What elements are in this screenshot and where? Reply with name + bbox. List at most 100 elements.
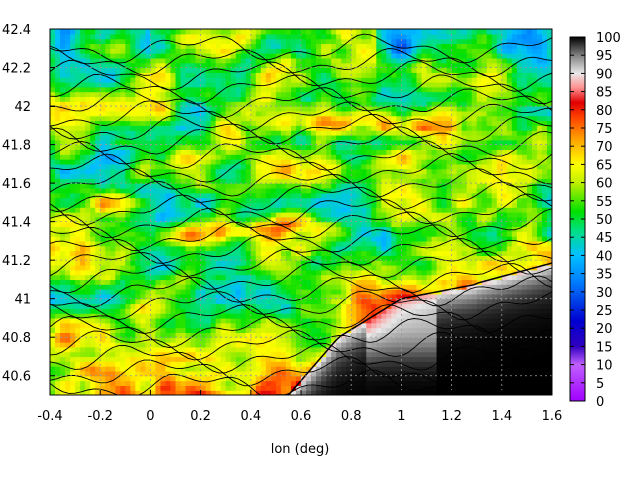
- heat-cell: [265, 289, 272, 295]
- heat-cell: [235, 322, 242, 329]
- heat-cell: [506, 375, 513, 382]
- heat-cell: [275, 380, 282, 386]
- heat-cell: [336, 207, 342, 213]
- heat-cell: [240, 342, 247, 348]
- heat-cell: [165, 240, 172, 247]
- heat-cell: [95, 380, 101, 386]
- heat-cell: [175, 361, 182, 367]
- heat-cell: [436, 236, 443, 242]
- heat-cell: [421, 236, 428, 242]
- heat-cell: [150, 274, 157, 281]
- heat-cell: [446, 178, 453, 184]
- heat-cell: [210, 375, 217, 382]
- heat-cell: [451, 236, 458, 242]
- heat-cell: [115, 313, 121, 319]
- heat-cell: [235, 240, 242, 247]
- heat-cell: [326, 192, 332, 199]
- heat-cell: [50, 212, 56, 218]
- heat-cell: [175, 207, 182, 213]
- heat-cell: [366, 274, 372, 281]
- heat-cell: [471, 236, 478, 242]
- heat-cell: [321, 163, 327, 170]
- heat-cell: [130, 308, 136, 314]
- heat-cell: [60, 313, 66, 319]
- heat-cell: [406, 327, 413, 333]
- heat-cell: [516, 303, 523, 309]
- heat-cell: [456, 274, 463, 281]
- heat-cell: [190, 168, 197, 175]
- heat-cell: [476, 178, 483, 184]
- heat-cell: [270, 231, 277, 237]
- heat-cell: [446, 183, 453, 189]
- heat-cell: [536, 279, 543, 285]
- heat-cell: [90, 168, 96, 175]
- heat-cell: [120, 269, 126, 276]
- heat-cell: [280, 154, 287, 160]
- heat-cell: [165, 212, 172, 218]
- heat-cell: [260, 183, 267, 189]
- heat-cell: [511, 168, 518, 175]
- heat-cell: [376, 385, 382, 391]
- heat-cell: [210, 346, 217, 353]
- heat-cell: [120, 308, 126, 314]
- heat-cell: [361, 216, 367, 223]
- heat-cell: [70, 390, 76, 395]
- heat-cell: [105, 351, 111, 358]
- heat-cell: [541, 212, 548, 218]
- heat-cell: [295, 303, 302, 309]
- heat-cell: [60, 346, 66, 353]
- heat-cell: [90, 322, 96, 329]
- heat-cell: [170, 361, 177, 367]
- heat-cell: [406, 207, 413, 213]
- heat-cell: [456, 279, 463, 285]
- heat-cell: [536, 332, 543, 338]
- heat-cell: [280, 240, 287, 247]
- heat-cell: [456, 366, 463, 372]
- heat-cell: [235, 236, 242, 242]
- heat-cell: [506, 303, 513, 309]
- heat-cell: [165, 269, 172, 276]
- heat-cell: [351, 375, 357, 382]
- heat-cell: [220, 250, 227, 256]
- heat-cell: [451, 226, 458, 232]
- heat-cell: [60, 361, 66, 367]
- heat-cell: [496, 342, 503, 348]
- heat-cell: [506, 245, 513, 252]
- heat-cell: [531, 250, 538, 256]
- heat-cell: [396, 212, 402, 218]
- heat-cell: [60, 264, 66, 271]
- heat-cell: [451, 293, 458, 300]
- heat-cell: [150, 250, 157, 256]
- heat-cell: [536, 313, 543, 319]
- heat-cell: [280, 289, 287, 295]
- heat-cell: [331, 173, 337, 179]
- heat-cell: [331, 245, 337, 252]
- heat-cell: [471, 370, 478, 377]
- heat-cell: [70, 269, 76, 276]
- heat-cell: [431, 250, 438, 256]
- heat-cell: [155, 216, 162, 223]
- heat-cell: [391, 269, 397, 276]
- heat-cell: [235, 366, 242, 372]
- heat-cell: [210, 212, 217, 218]
- heat-cell: [306, 385, 312, 391]
- heat-cell: [85, 298, 91, 305]
- heat-cell: [421, 260, 428, 266]
- heat-cell: [406, 154, 413, 160]
- heat-cell: [301, 289, 307, 295]
- heat-cell: [265, 269, 272, 276]
- heat-cell: [456, 197, 463, 203]
- heat-cell: [391, 226, 397, 232]
- heat-cell: [110, 337, 116, 343]
- heat-cell: [396, 187, 402, 194]
- heat-cell: [341, 183, 347, 189]
- heat-cell: [150, 303, 157, 309]
- heat-cell: [531, 231, 538, 237]
- heat-cell: [536, 385, 543, 391]
- heat-cell: [65, 322, 71, 329]
- heat-cell: [311, 317, 317, 324]
- heat-cell: [65, 332, 71, 338]
- heat-cell: [386, 380, 392, 386]
- heat-cell: [451, 240, 458, 247]
- heat-cell: [250, 274, 257, 281]
